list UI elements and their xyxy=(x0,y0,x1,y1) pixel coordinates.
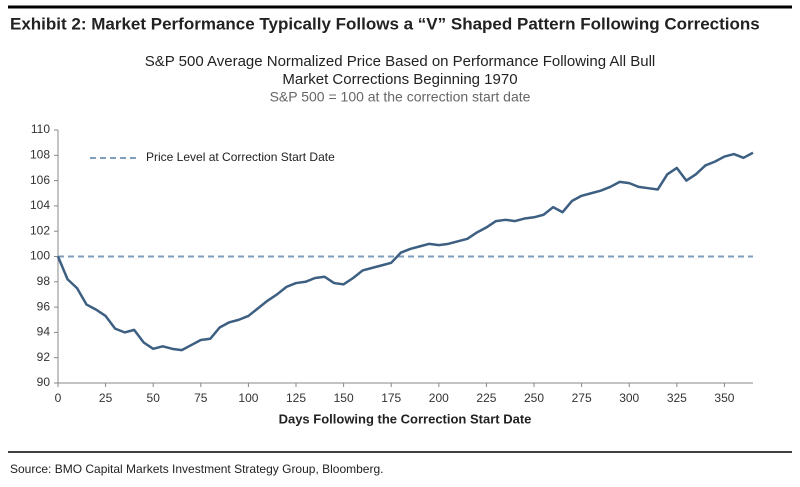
x-tick-label: 0 xyxy=(55,391,62,405)
y-tick-label: 94 xyxy=(37,325,51,339)
y-tick-label: 92 xyxy=(37,350,51,364)
chart-title: S&P 500 Average Normalized Price Based o… xyxy=(145,53,656,70)
x-tick-label: 100 xyxy=(238,391,258,405)
y-tick-label: 90 xyxy=(37,375,51,389)
y-tick-label: 96 xyxy=(37,299,51,313)
y-tick-label: 104 xyxy=(30,198,50,212)
x-tick-label: 175 xyxy=(381,391,401,405)
x-tick-label: 300 xyxy=(619,391,639,405)
x-tick-label: 350 xyxy=(714,391,734,405)
x-tick-label: 325 xyxy=(667,391,687,405)
x-tick-label: 125 xyxy=(286,391,306,405)
x-tick-label: 150 xyxy=(334,391,354,405)
x-tick-label: 75 xyxy=(194,391,208,405)
y-tick-label: 106 xyxy=(30,173,50,187)
x-tick-label: 225 xyxy=(476,391,496,405)
x-tick-label: 250 xyxy=(524,391,544,405)
x-tick-label: 275 xyxy=(572,391,592,405)
y-tick-label: 108 xyxy=(30,147,50,161)
x-tick-label: 200 xyxy=(429,391,449,405)
y-tick-label: 110 xyxy=(31,122,50,136)
x-tick-label: 25 xyxy=(99,391,113,405)
y-tick-label: 102 xyxy=(30,223,50,237)
chart-subtitle: S&P 500 = 100 at the correction start da… xyxy=(270,89,531,105)
exhibit-title: Exhibit 2: Market Performance Typically … xyxy=(10,14,760,33)
source: Source: BMO Capital Markets Investment S… xyxy=(10,462,384,476)
x-axis-label: Days Following the Correction Start Date xyxy=(279,411,532,426)
legend-label: Price Level at Correction Start Date xyxy=(146,150,335,164)
chart-title: Market Corrections Beginning 1970 xyxy=(282,71,517,88)
y-tick-label: 100 xyxy=(30,249,50,263)
data-line xyxy=(56,151,754,352)
x-tick-label: 50 xyxy=(147,391,161,405)
y-tick-label: 98 xyxy=(37,274,51,288)
